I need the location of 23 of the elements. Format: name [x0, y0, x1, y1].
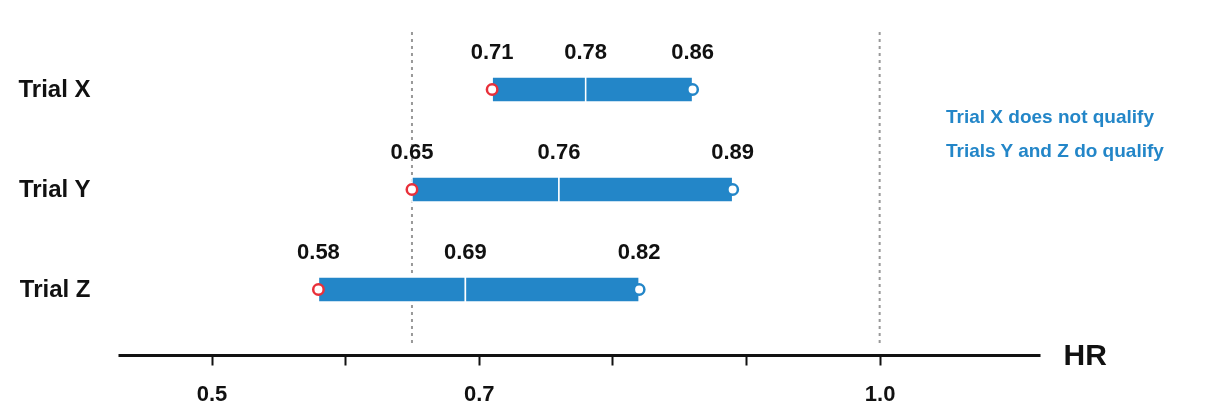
- annotation: Trial X does not qualify: [946, 105, 1155, 129]
- data-label: 0.89: [711, 138, 755, 164]
- x-tick-label: 1.0: [864, 380, 896, 403]
- data-label: 0.58: [297, 238, 340, 264]
- point: [726, 183, 740, 196]
- data-label: 0.86: [671, 38, 714, 64]
- x-axis-title: HR: [1063, 337, 1108, 371]
- point: [686, 83, 700, 96]
- annotation: 0.78: [564, 38, 608, 64]
- annotation: 0.69: [444, 238, 487, 264]
- x-tick-label: 0.7: [463, 380, 495, 403]
- point: [485, 83, 499, 96]
- y-tick-label: Trial Z: [19, 274, 91, 302]
- point: [311, 283, 325, 296]
- data-label: 0.82: [617, 238, 661, 264]
- annotation: Trials Y and Z do qualify: [946, 139, 1164, 163]
- data-label: 0.71: [470, 38, 514, 64]
- x-tick-label: 0.5: [196, 380, 228, 403]
- y-tick-label: Trial X: [18, 74, 91, 102]
- annotation: 0.76: [537, 138, 581, 164]
- point: [405, 183, 419, 196]
- data-label: 0.65: [390, 138, 434, 164]
- y-tick-label: Trial Y: [18, 174, 91, 202]
